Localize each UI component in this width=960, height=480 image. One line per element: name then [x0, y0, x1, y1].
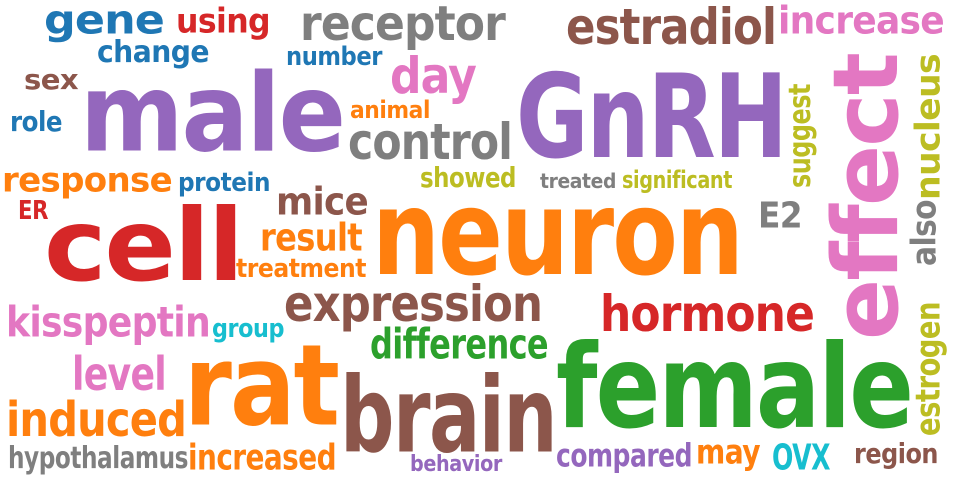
word-ovx: OVX	[772, 436, 831, 479]
word-change: change	[97, 35, 210, 70]
word-increase: increase	[778, 0, 945, 43]
word-response: response	[2, 161, 173, 201]
word-result: result	[260, 216, 363, 260]
word-expression: expression	[284, 275, 543, 334]
word-hormone: hormone	[600, 285, 815, 344]
word-behavior: behavior	[410, 452, 502, 477]
word-neuron: neuron	[372, 165, 744, 303]
word-mice: mice	[276, 180, 369, 224]
word-compared: compared	[556, 437, 692, 475]
word-kisspeptin: kisspeptin	[6, 298, 211, 347]
word-rat: rat	[184, 320, 340, 451]
word-estradiol: estradiol	[566, 0, 777, 57]
word-using: using	[176, 2, 271, 42]
word-suggest: suggest	[783, 84, 818, 188]
word-region: region	[854, 437, 938, 470]
word-hypothalamus: hypothalamus	[8, 441, 188, 476]
word-day: day	[390, 47, 477, 106]
word-may: may	[696, 433, 761, 473]
word-treated: treated	[540, 170, 616, 193]
word-effect: effect	[814, 54, 920, 341]
word-showed: showed	[420, 161, 516, 194]
word-receptor: receptor	[300, 0, 506, 52]
word-gnrh: GnRH	[516, 49, 788, 185]
word-nucleus: nucleus	[909, 54, 949, 201]
word-group: group	[212, 314, 284, 344]
word-control: control	[348, 113, 513, 172]
word-difference: difference	[370, 320, 549, 369]
word-sex: sex	[24, 63, 79, 96]
word-induced: induced	[6, 391, 187, 448]
word-significant: significant	[622, 166, 732, 194]
word-role: role	[10, 105, 62, 138]
word-protein: protein	[178, 168, 270, 198]
word-treatment: treatment	[236, 254, 366, 284]
word-level: level	[72, 348, 167, 402]
word-number: number	[286, 42, 382, 72]
word-er: ER	[18, 196, 48, 226]
word-also: also	[905, 200, 945, 266]
word-estrogen: estrogen	[909, 302, 949, 436]
word-female: female	[556, 319, 914, 455]
word-e2: E2	[758, 194, 803, 237]
word-increased: increased	[188, 436, 337, 479]
word-cell: cell	[44, 187, 244, 304]
word-gene: gene	[44, 0, 165, 43]
word-brain: brain	[340, 355, 558, 477]
word-male: male	[80, 50, 346, 177]
word-animal: animal	[350, 96, 430, 124]
